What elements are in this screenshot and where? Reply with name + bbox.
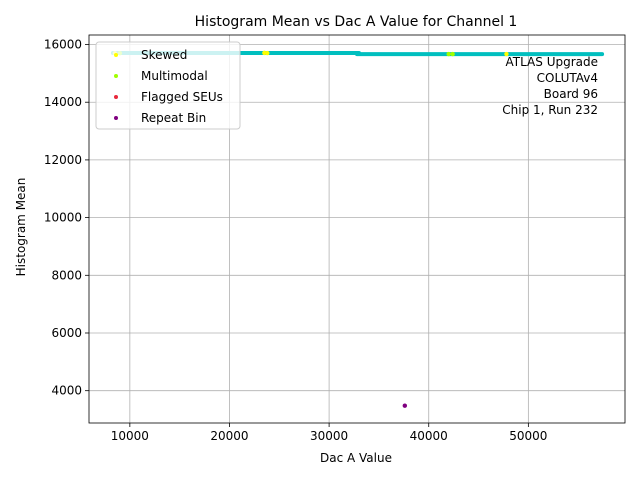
x-axis-label: Dac A Value	[320, 451, 392, 465]
legend-marker	[114, 116, 118, 120]
annotation: ATLAS Upgrade COLUTAv4 Board 96 Chip 1, Run…	[502, 55, 598, 117]
x-tick-label: 30000	[310, 429, 348, 443]
legend: Skewed Multimodal Flagged SEUs Repeat Bin	[95, 41, 241, 130]
annotation-line: ATLAS Upgrade	[505, 55, 598, 69]
x-tick-label: 20000	[210, 429, 248, 443]
y-tick-label: 12000	[44, 153, 82, 167]
data-point	[446, 51, 451, 57]
annotation-line: Board 96	[544, 87, 598, 101]
y-tick-label: 16000	[44, 38, 82, 52]
y-tick-label: 4000	[51, 384, 82, 398]
data-point	[265, 50, 270, 56]
plot-frame	[88, 34, 626, 424]
legend-label: Flagged SEUs	[141, 90, 223, 104]
y-tick-label: 10000	[44, 211, 82, 225]
legend-marker	[114, 53, 118, 57]
data-point	[402, 403, 408, 408]
legend-marker	[114, 95, 118, 99]
legend-marker	[114, 74, 118, 78]
axis-ticks: 10000 20000 30000 40000 50000 4000 6000 8000 100…	[44, 38, 548, 443]
y-tick-label: 8000	[51, 268, 82, 282]
y-tick-label: 6000	[51, 326, 82, 340]
data-point	[504, 51, 509, 57]
grid	[89, 35, 625, 423]
legend-label: Repeat Bin	[141, 111, 206, 125]
data-point	[450, 51, 455, 57]
y-axis-label: Histogram Mean	[14, 178, 28, 277]
annotation-line: COLUTAv4	[537, 71, 598, 85]
legend-label: Multimodal	[141, 69, 208, 83]
x-tick-label: 10000	[111, 429, 149, 443]
x-tick-label: 50000	[509, 429, 547, 443]
legend-label: Skewed	[141, 48, 187, 62]
legend-box	[95, 41, 241, 130]
x-tick-label: 40000	[410, 429, 448, 443]
y-tick-label: 14000	[44, 95, 82, 109]
chart-title: Histogram Mean vs Dac A Value for Channe…	[195, 14, 518, 30]
annotation-line: Chip 1, Run 232	[502, 103, 598, 117]
